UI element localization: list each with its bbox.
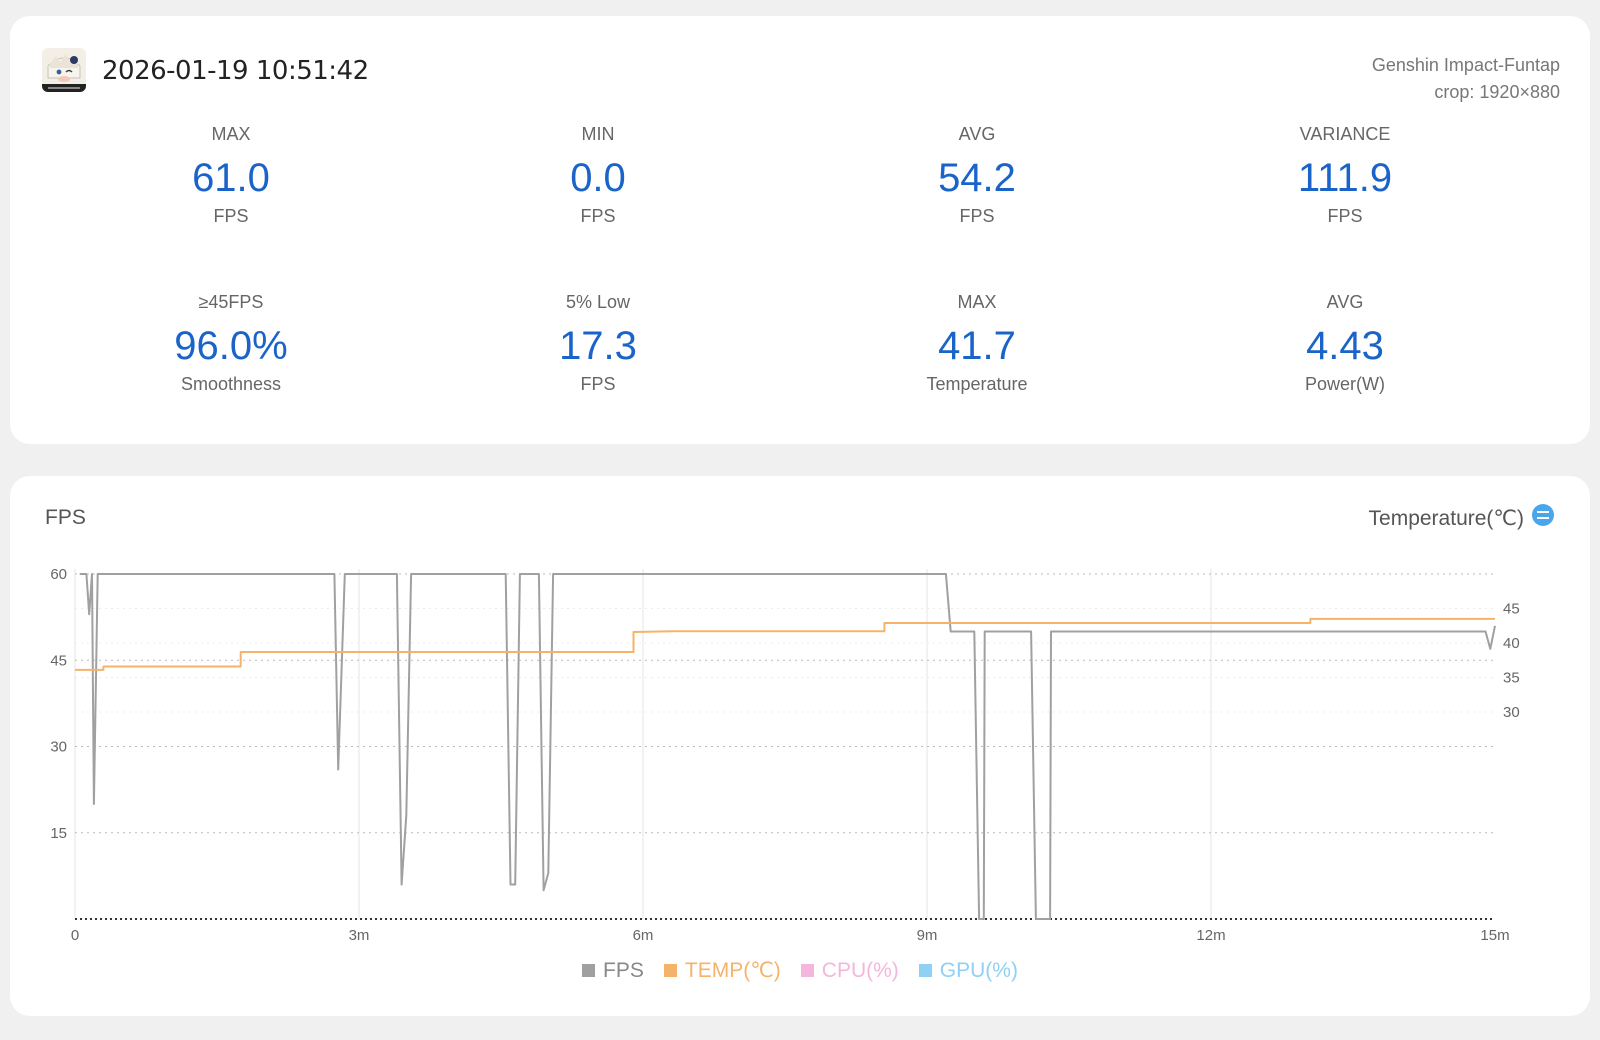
y-left-tick-label: 15 bbox=[50, 825, 67, 842]
session-timestamp: 2026-01-19 10:51:42 bbox=[102, 56, 369, 86]
stat-label: ≥45FPS bbox=[198, 292, 264, 312]
stat-avg-fps: AVG 54.2 FPS bbox=[827, 124, 1127, 227]
fps-series-line bbox=[79, 573, 1496, 920]
stat-max-temperature: MAX 41.7 Temperature bbox=[827, 292, 1127, 395]
chart-legend: FPS TEMP(℃) CPU(%) GPU(%) bbox=[10, 958, 1590, 983]
legend-item-cpu[interactable]: CPU(%) bbox=[800, 958, 899, 983]
legend-item-fps[interactable]: FPS bbox=[582, 958, 644, 983]
legend-label: TEMP(℃) bbox=[684, 959, 781, 982]
legend-swatch bbox=[918, 964, 932, 977]
temperature-series-line bbox=[75, 617, 1495, 671]
y-left-tick-label: 45 bbox=[50, 652, 67, 669]
stat-max-fps: MAX 61.0 FPS bbox=[81, 124, 381, 227]
stat-avg-power: AVG 4.43 Power(W) bbox=[1195, 292, 1495, 395]
stat-unit: FPS bbox=[1327, 206, 1363, 226]
x-tick-label: 12m bbox=[1196, 927, 1225, 944]
legend-swatch bbox=[663, 964, 677, 977]
x-tick-label: 0 bbox=[71, 927, 79, 944]
stat-label: MAX bbox=[957, 292, 997, 312]
x-tick-label: 9m bbox=[917, 927, 938, 944]
chart-card: 0 3m 6m 9m 12m 15m 15 30 45 60 30 35 40 45 FPS Temper… bbox=[10, 476, 1590, 1016]
stat-label: 5% Low bbox=[565, 292, 631, 312]
y-left-tick-label: 30 bbox=[50, 739, 67, 756]
stat-unit: Power(W) bbox=[1305, 374, 1385, 394]
stat-label: MIN bbox=[581, 124, 615, 144]
y-right-tick-label: 35 bbox=[1503, 670, 1520, 687]
legend-label: GPU(%) bbox=[939, 958, 1018, 982]
stat-unit: Smoothness bbox=[180, 374, 282, 394]
stat-value: 17.3 bbox=[559, 324, 637, 368]
stat-value: 61.0 bbox=[192, 156, 270, 200]
x-tick-label: 3m bbox=[349, 927, 370, 944]
x-tick-label: 15m bbox=[1480, 927, 1509, 944]
stat-unit: FPS bbox=[213, 206, 249, 226]
summary-card: 2026-01-19 10:51:42 Genshin Impact-Funta… bbox=[10, 16, 1590, 444]
y-left-tick-label: 60 bbox=[50, 566, 67, 583]
stat-value: 0.0 bbox=[570, 156, 626, 200]
stat-value: 4.43 bbox=[1306, 324, 1384, 368]
legend-item-gpu[interactable]: GPU(%) bbox=[918, 958, 1018, 983]
y-right-tick-label: 30 bbox=[1503, 704, 1520, 721]
game-name: Genshin Impact-Funtap bbox=[1371, 55, 1560, 75]
stat-value: 54.2 bbox=[938, 156, 1016, 200]
stat-variance-fps: VARIANCE 111.9 FPS bbox=[1195, 124, 1495, 227]
right-axis-title: Temperature(℃) bbox=[1368, 507, 1524, 530]
stat-unit: FPS bbox=[580, 374, 616, 394]
game-avatar-icon bbox=[42, 48, 86, 92]
legend-label: FPS bbox=[603, 958, 644, 982]
y-right-tick-label: 45 bbox=[1503, 601, 1520, 618]
crop-resolution: crop: 1920×880 bbox=[1434, 82, 1560, 102]
stat-smoothness: ≥45FPS 96.0% Smoothness bbox=[81, 292, 381, 395]
fps-temperature-chart: 0 3m 6m 9m 12m 15m 15 30 45 60 30 35 40 45 bbox=[50, 566, 1520, 944]
stat-value: 111.9 bbox=[1297, 156, 1393, 200]
left-axis-title: FPS bbox=[45, 506, 86, 529]
legend-label: CPU(%) bbox=[821, 958, 899, 982]
legend-swatch bbox=[582, 964, 596, 977]
stat-label: AVG bbox=[1326, 292, 1364, 312]
legend-swatch bbox=[800, 964, 814, 977]
stat-unit: FPS bbox=[580, 206, 616, 226]
stat-label: VARIANCE bbox=[1299, 124, 1391, 144]
stat-label: AVG bbox=[958, 124, 996, 144]
y-right-tick-label: 40 bbox=[1503, 635, 1520, 652]
stat-unit: Temperature bbox=[926, 374, 1028, 394]
stat-min-fps: MIN 0.0 FPS bbox=[448, 124, 748, 227]
stat-value: 41.7 bbox=[938, 324, 1016, 368]
game-info: Genshin Impact-Funtap crop: 1920×880 bbox=[1372, 52, 1560, 106]
stat-5pct-low: 5% Low 17.3 FPS bbox=[448, 292, 748, 395]
stat-value: 96.0% bbox=[174, 324, 288, 368]
stat-unit: FPS bbox=[959, 206, 995, 226]
legend-item-temp[interactable]: TEMP(℃) bbox=[663, 958, 781, 983]
x-tick-label: 6m bbox=[633, 927, 654, 944]
swap-axis-icon[interactable] bbox=[1532, 504, 1554, 526]
stat-label: MAX bbox=[211, 124, 251, 144]
